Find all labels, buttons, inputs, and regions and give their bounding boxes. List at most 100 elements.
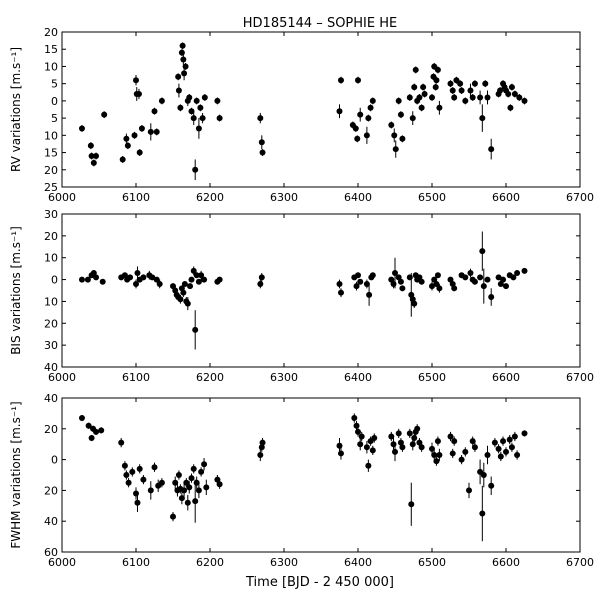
fwhm-data-point (399, 444, 406, 451)
rv-data-point (259, 149, 266, 156)
fwhm-data-point (471, 444, 478, 451)
rv-data-point (409, 115, 416, 122)
bis-data-point (418, 278, 425, 285)
fwhm-data-point (466, 487, 472, 494)
rv-data-point (457, 80, 464, 87)
bis-data-point (462, 274, 469, 281)
fwhm-data-point (449, 450, 456, 457)
rv-data-point (158, 97, 165, 104)
rv-data-point (355, 77, 361, 84)
rv-data-point (101, 111, 108, 118)
rv-y-tick-label: 25 (44, 181, 58, 194)
bis-x-tick-label: 6600 (492, 371, 520, 384)
bis-y-tick-label: 10 (44, 252, 58, 265)
bis-data-point (192, 326, 199, 333)
fwhm-data-point (98, 427, 105, 434)
rv-data-point (258, 139, 265, 146)
fwhm-y-tick-label: 60 (44, 546, 58, 559)
fwhm-axes-frame (61, 397, 581, 553)
fwhm-data-point (363, 444, 370, 451)
fwhm-data-point (491, 439, 498, 446)
rv-data-point (124, 142, 131, 149)
rv-data-point (216, 115, 223, 122)
rv-y-tick-label: 15 (44, 43, 58, 56)
rv-data-point (433, 77, 440, 84)
fwhm-data-point (136, 465, 143, 472)
rv-data-point (352, 125, 359, 132)
rv-data-point (416, 94, 423, 101)
fwhm-x-tick-label: 6300 (270, 556, 298, 569)
figure-title: HD185144 – SOPHIE HE (243, 16, 397, 31)
fwhm-data-point (170, 513, 176, 520)
rv-data-point (153, 128, 160, 135)
fwhm-x-tick-label: 6500 (418, 556, 446, 569)
fwhm-data-point (451, 438, 458, 445)
fwhm-data-point (172, 479, 179, 486)
fwhm-data-point (158, 479, 165, 486)
rv-data-point (178, 49, 185, 56)
bis-data-point (140, 274, 147, 281)
fwhm-data-point (337, 450, 344, 457)
fwhm-data-point (123, 472, 130, 478)
bis-data-point (484, 276, 491, 283)
fwhm-x-tick-label: 6200 (196, 556, 224, 569)
bis-data-point (399, 285, 406, 292)
fwhm-data-point (390, 441, 397, 448)
bis-data-point (433, 280, 440, 287)
fwhm-data-point (258, 444, 265, 451)
bis-x-tick-label: 6100 (122, 371, 150, 384)
bis-data-point (503, 283, 509, 290)
bis-data-point (181, 280, 188, 287)
rv-y-tick-label: 5 (51, 78, 58, 91)
rv-data-point (133, 77, 139, 84)
bis-panel: 6000 6100 6200 6300 6400 6500 6600 6700 40 30 20 10… (9, 208, 594, 384)
bis-data-point (471, 278, 478, 285)
fwhm-data-point (433, 458, 440, 465)
fwhm-data-point (151, 464, 158, 471)
fwhm-data-point (190, 465, 197, 472)
fwhm-data-point (184, 499, 191, 506)
fwhm-data-point (357, 441, 364, 448)
fwhm-data-point (336, 442, 343, 449)
rv-data-point (458, 87, 465, 94)
rv-data-point (406, 94, 413, 101)
fwhm-y-axis-label: FWHM variations [m.s⁻¹] (9, 401, 23, 548)
rv-data-point (482, 80, 489, 87)
fwhm-data-point (392, 448, 398, 455)
rv-data-point (175, 87, 182, 94)
bis-data-point (480, 283, 487, 290)
rv-data-point (87, 142, 94, 149)
fwhm-data-point (358, 433, 365, 440)
bis-data-point (216, 276, 223, 283)
fwhm-data-point (195, 487, 202, 494)
bis-data-point (451, 285, 458, 292)
bis-x-tick-label: 6700 (566, 371, 594, 384)
fwhm-data-point (369, 447, 376, 454)
bis-y-tick-label: 20 (44, 317, 58, 330)
rv-data-point (462, 97, 469, 104)
rv-axes-frame (61, 31, 581, 188)
fwhm-data-point (133, 490, 139, 497)
fwhm-data-point (414, 425, 421, 432)
bis-data-point (127, 274, 134, 281)
fwhm-data-point (129, 468, 136, 475)
rv-y-tick-label: 20 (44, 164, 58, 177)
fwhm-data-point (181, 487, 188, 494)
fwhm-data-point (216, 481, 223, 488)
fwhm-data-point (497, 453, 504, 460)
bis-x-tick-label: 6400 (344, 371, 372, 384)
fwhm-data-point (488, 482, 495, 489)
bis-data-point (510, 274, 517, 281)
rv-data-point (412, 66, 419, 73)
fwhm-data-point (259, 439, 266, 446)
rv-data-point (90, 159, 97, 166)
fwhm-data-point (198, 468, 205, 475)
fwhm-x-tick-label: 6100 (122, 556, 150, 569)
fwhm-data-point (411, 435, 418, 442)
rv-data-point (397, 111, 404, 118)
bis-data-point (500, 276, 507, 283)
rv-data-point (175, 73, 182, 80)
bis-data-point (149, 274, 156, 281)
rv-data-point (177, 104, 184, 111)
rv-data-point (363, 132, 370, 139)
